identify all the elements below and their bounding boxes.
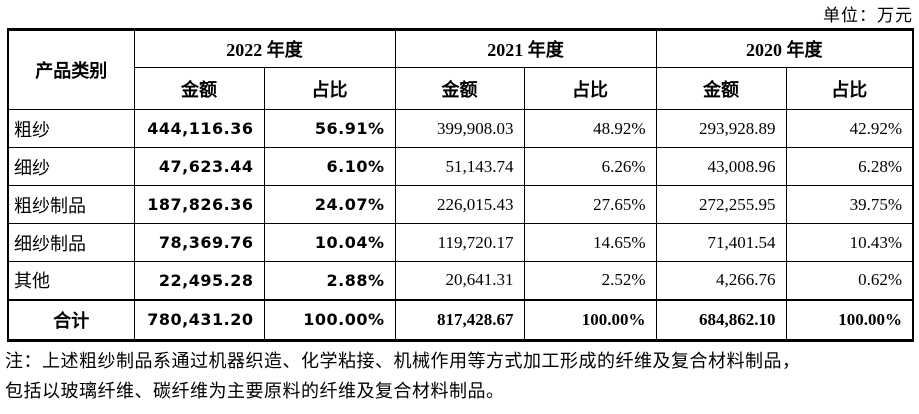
cell-amount-2022: 444,116.36 xyxy=(133,109,265,148)
cell-amount-2022: 187,826.36 xyxy=(133,185,265,224)
cell-ratio-2021: 48.92% xyxy=(523,109,657,148)
header-amount-2022: 金额 xyxy=(133,67,265,110)
cell-amount-2020: 293,928.89 xyxy=(655,109,787,148)
cell-ratio-2020: 6.28% xyxy=(785,147,914,186)
header-category: 产品类别 xyxy=(7,29,135,110)
cell-total-ratio-2022: 100.00% xyxy=(263,298,396,341)
cell-amount-2021: 119,720.17 xyxy=(394,223,525,262)
header-year-2022: 2022 年度 xyxy=(133,29,396,68)
header-row-subcolumns: 金额 占比 金额 占比 金额 占比 xyxy=(8,67,914,110)
cell-ratio-2020: 39.75% xyxy=(785,185,914,224)
header-amount-2021: 金额 xyxy=(394,67,525,110)
cell-total-amount-2021: 817,428.67 xyxy=(394,298,525,341)
cell-ratio-2021: 27.65% xyxy=(523,185,657,224)
header-ratio-2020: 占比 xyxy=(785,67,914,110)
cell-category: 其他 xyxy=(7,261,135,300)
cell-total-amount-2020: 684,862.10 xyxy=(655,298,787,341)
cell-total-label: 合计 xyxy=(7,298,135,341)
cell-ratio-2022: 10.04% xyxy=(263,223,396,262)
cell-category: 粗纱制品 xyxy=(7,185,135,224)
cell-ratio-2022: 6.10% xyxy=(263,147,396,186)
unit-label: 单位：万元 xyxy=(823,6,913,25)
header-year-2021: 2021 年度 xyxy=(394,29,657,68)
cell-category: 细纱制品 xyxy=(7,223,135,262)
cell-amount-2022: 78,369.76 xyxy=(133,223,265,262)
cell-ratio-2020: 10.43% xyxy=(785,223,914,262)
cell-total-ratio-2020: 100.00% xyxy=(785,298,914,341)
total-row: 合计 780,431.20 100.00% 817,428.67 100.00%… xyxy=(7,298,914,341)
cell-ratio-2020: 42.92% xyxy=(785,109,914,148)
cell-amount-2021: 51,143.74 xyxy=(394,147,525,186)
cell-amount-2021: 20,641.31 xyxy=(394,261,525,300)
header-ratio-2022: 占比 xyxy=(263,67,396,110)
header-ratio-2021: 占比 xyxy=(523,67,657,110)
cell-amount-2021: 226,015.43 xyxy=(394,185,525,224)
cell-ratio-2022: 24.07% xyxy=(263,185,396,224)
footnote-line-2: 包括以玻璃纤维、碳纤维为主要原料的纤维及复合材料制品。 xyxy=(5,381,505,401)
cell-ratio-2021: 2.52% xyxy=(523,261,657,300)
cell-total-amount-2022: 780,431.20 xyxy=(133,298,265,341)
table-row: 细纱制品 78,369.76 10.04% 119,720.17 14.65% … xyxy=(7,223,914,262)
table-row: 粗纱制品 187,826.36 24.07% 226,015.43 27.65%… xyxy=(7,185,914,224)
cell-ratio-2021: 14.65% xyxy=(523,223,657,262)
cell-amount-2021: 399,908.03 xyxy=(394,109,525,148)
header-row-years: 产品类别 2022 年度 2021 年度 2020 年度 xyxy=(7,29,914,110)
header-year-2020: 2020 年度 xyxy=(655,29,914,68)
footnote: 注：上述粗纱制品系通过机器织造、化学粘接、机械作用等方式加工形成的纤维及复合材料… xyxy=(5,346,915,406)
cell-amount-2020: 4,266.76 xyxy=(655,261,787,300)
table-row: 细纱 47,623.44 6.10% 51,143.74 6.26% 43,00… xyxy=(7,147,914,186)
cell-ratio-2020: 0.62% xyxy=(785,261,914,300)
cell-amount-2022: 47,623.44 xyxy=(133,147,265,186)
cell-amount-2020: 43,008.96 xyxy=(655,147,787,186)
cell-amount-2022: 22,495.28 xyxy=(133,261,265,300)
footnote-line-1: 注：上述粗纱制品系通过机器织造、化学粘接、机械作用等方式加工形成的纤维及复合材料… xyxy=(5,351,801,371)
cell-category: 粗纱 xyxy=(7,109,135,148)
cell-amount-2020: 272,255.95 xyxy=(655,185,787,224)
cell-category: 细纱 xyxy=(7,147,135,186)
cell-ratio-2022: 2.88% xyxy=(263,261,396,300)
cell-amount-2020: 71,401.54 xyxy=(655,223,787,262)
header-amount-2020: 金额 xyxy=(655,67,787,110)
revenue-by-product-table: 产品类别 2022 年度 2021 年度 2020 年度 金额 占比 金额 占比… xyxy=(7,28,914,342)
cell-total-ratio-2021: 100.00% xyxy=(523,298,657,341)
table-row: 粗纱 444,116.36 56.91% 399,908.03 48.92% 2… xyxy=(7,109,914,148)
cell-ratio-2021: 6.26% xyxy=(523,147,657,186)
table-row: 其他 22,495.28 2.88% 20,641.31 2.52% 4,266… xyxy=(7,261,914,300)
cell-ratio-2022: 56.91% xyxy=(263,109,396,148)
